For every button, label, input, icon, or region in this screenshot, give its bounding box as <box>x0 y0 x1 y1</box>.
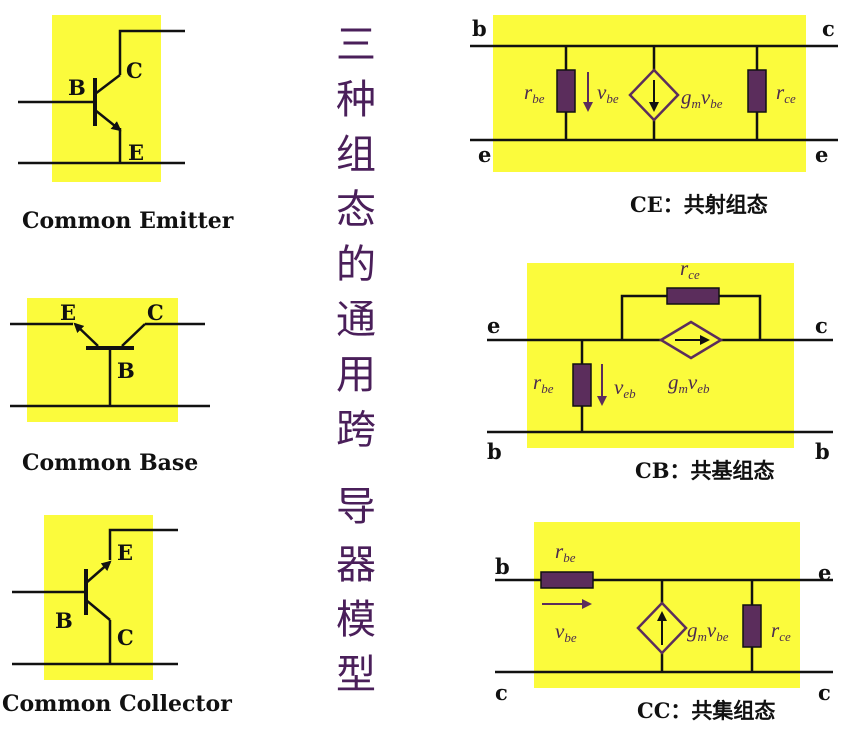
ce-highlight <box>52 15 161 182</box>
cb-node-bl: b <box>487 439 502 464</box>
cb-pin-b: B <box>117 358 135 383</box>
cb-rbe-resistor <box>572 363 592 407</box>
vertical-title: 三 种 组 态 的 通 用 跨 导 器 模 型 <box>336 22 376 698</box>
cb-rbe-label: rbe <box>533 370 554 396</box>
cc-node-tr: e <box>818 560 831 585</box>
cc-emitter-lead <box>108 528 178 560</box>
cc-node-tl: b <box>495 554 510 579</box>
cc-highlight <box>44 515 153 680</box>
cc-rbe-label: rbe <box>555 539 576 565</box>
ce-transistor-symbol: B C E <box>18 15 185 182</box>
cb-veb-label: veb <box>614 375 636 401</box>
ce-node-bl: e <box>478 142 491 167</box>
cb-collector-diag <box>121 323 146 347</box>
ce-node-tl: b <box>472 16 487 41</box>
cb-transistor-symbol: E C B <box>10 298 210 422</box>
ce-rce-resistor <box>747 69 767 113</box>
ce-model-caption: CE：共射组态 <box>630 192 768 217</box>
cb-pin-e: E <box>60 300 76 325</box>
cc-rce-label: rce <box>771 618 791 644</box>
cc-transistor-symbol: E B C <box>12 515 178 680</box>
title-char: 态 <box>336 187 376 233</box>
title-char: 模 <box>336 597 376 643</box>
cc-pin-c: C <box>117 625 134 650</box>
ce-model: b c e e rbe vbe gmvbe rce <box>470 15 838 172</box>
title-char: 的 <box>336 242 376 288</box>
cb-model-caption: CB：共基组态 <box>635 458 774 483</box>
ce-gm-label: gmvbe <box>681 85 723 111</box>
cc-pin-e: E <box>117 540 133 565</box>
cc-node-br: c <box>818 680 831 705</box>
cb-node-br: b <box>815 439 830 464</box>
cc-rce-resistor <box>742 604 762 648</box>
cc-model: b e c c rbe vbe gmvbe rce <box>495 522 833 705</box>
cb-rce-resistor <box>666 287 720 305</box>
cb-pin-c: C <box>147 300 164 325</box>
title-char: 种 <box>336 77 376 123</box>
cc-vbe-label: vbe <box>555 619 577 645</box>
title-char: 器 <box>336 542 376 588</box>
cb-model: e c b b rce rbe veb gmveb <box>487 256 833 464</box>
cc-rbe-resistor <box>540 571 594 589</box>
ce-rce-label: rce <box>776 80 796 106</box>
cc-pin-b: B <box>55 608 73 633</box>
title-char: 用 <box>336 352 376 398</box>
ce-caption: Common Emitter <box>22 208 234 234</box>
title-char: 导 <box>336 484 376 530</box>
ce-pin-c: C <box>126 58 143 83</box>
cc-emitter-diag <box>85 560 112 584</box>
cc-caption: Common Collector <box>2 691 232 717</box>
ce-rbe-resistor <box>556 69 576 113</box>
cb-emitter-diag <box>73 322 99 347</box>
cb-rce-label: rce <box>680 256 700 282</box>
ce-node-br: e <box>815 142 828 167</box>
cc-model-caption: CC：共集组态 <box>637 698 775 723</box>
cb-gm-label: gmveb <box>668 370 710 396</box>
title-char: 跨 <box>336 407 376 453</box>
ce-collector-diag <box>94 74 121 95</box>
ce-rbe-label: rbe <box>524 80 545 106</box>
ce-node-tr: c <box>822 16 835 41</box>
cb-caption: Common Base <box>22 450 198 476</box>
title-char: 型 <box>336 652 376 698</box>
title-char: 三 <box>336 22 376 68</box>
ce-pin-b: B <box>68 75 86 100</box>
cb-highlight <box>27 298 178 422</box>
cc-node-bl: c <box>495 680 508 705</box>
title-char: 组 <box>336 132 376 178</box>
cb-node-tr: c <box>815 313 828 338</box>
ce-emitter-diag <box>94 109 122 132</box>
cb-node-tl: e <box>487 313 500 338</box>
ce-pin-e: E <box>128 140 144 165</box>
ce-vbe-label: vbe <box>597 80 619 106</box>
title-char: 通 <box>336 297 376 343</box>
cb-model-highlight <box>527 263 794 448</box>
ce-collector-lead <box>118 29 185 75</box>
cc-collector-diag <box>85 599 111 621</box>
cc-gm-label: gmvbe <box>687 618 729 644</box>
